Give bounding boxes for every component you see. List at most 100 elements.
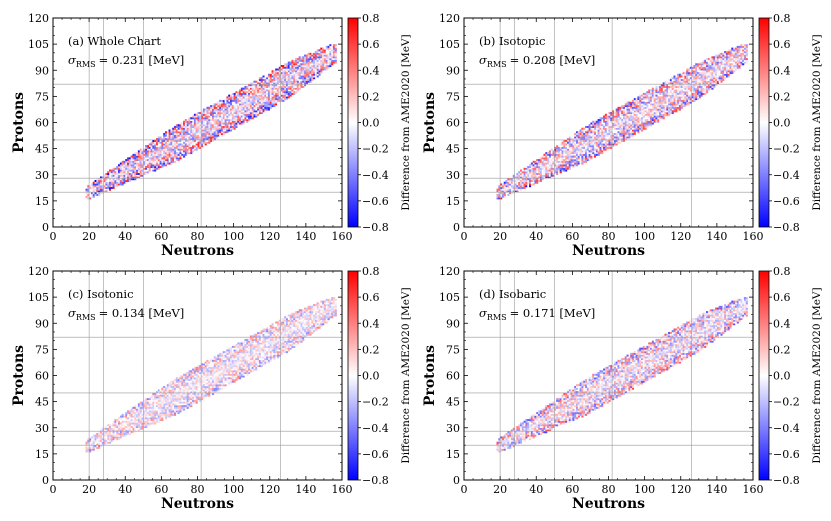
- data-cell: [583, 138, 586, 141]
- data-cell: [233, 117, 236, 120]
- data-cell: [554, 166, 557, 169]
- data-cell: [716, 78, 719, 81]
- data-cell: [235, 113, 238, 116]
- data-cell: [677, 98, 680, 101]
- data-cell: [251, 101, 254, 104]
- data-cell: [677, 101, 680, 104]
- data-cell: [548, 162, 551, 165]
- data-cell: [139, 159, 142, 162]
- data-cell: [305, 82, 308, 85]
- data-cell: [143, 173, 146, 175]
- data-cell: [642, 105, 645, 108]
- data-cell: [635, 120, 638, 123]
- data-cell: [246, 94, 249, 97]
- data-cell: [96, 183, 99, 186]
- data-cell: [291, 77, 294, 80]
- data-cell: [630, 129, 633, 132]
- x-tick-label: 60: [565, 230, 579, 243]
- data-cell: [193, 117, 196, 120]
- data-cell: [276, 68, 280, 71]
- data-cell: [631, 120, 635, 123]
- data-cell: [597, 134, 600, 137]
- data-cell: [287, 70, 290, 73]
- data-cell: [565, 164, 568, 167]
- data-cell: [195, 129, 198, 132]
- data-cell: [682, 84, 685, 87]
- data-cell: [510, 178, 514, 181]
- data-cell: [139, 152, 142, 155]
- data-cell: [128, 174, 131, 177]
- data-cell: [237, 115, 240, 118]
- data-cell: [116, 174, 119, 177]
- data-cell: [590, 132, 593, 135]
- data-cell: [693, 78, 696, 81]
- data-cell: [586, 132, 589, 135]
- data-cell: [635, 98, 638, 101]
- data-cell: [175, 157, 178, 160]
- data-cell: [193, 131, 196, 134]
- data-cell: [639, 105, 642, 108]
- data-cell: [597, 129, 600, 132]
- data-cell: [307, 63, 310, 66]
- data-cell: [313, 71, 316, 74]
- data-cell: [707, 71, 710, 74]
- data-cell: [566, 164, 570, 167]
- data-cell: [648, 117, 651, 120]
- y-tick-label: 105: [439, 38, 460, 51]
- data-cell: [154, 166, 157, 169]
- data-cell: [631, 110, 635, 113]
- data-cell: [556, 153, 559, 156]
- data-cell: [202, 120, 205, 123]
- data-cell: [695, 82, 698, 85]
- data-cell: [295, 77, 298, 80]
- data-cell: [689, 73, 692, 76]
- data-cell: [565, 169, 568, 172]
- data-cell: [660, 112, 663, 115]
- data-cell: [201, 112, 204, 115]
- data-cell: [233, 127, 236, 130]
- data-cell: [103, 179, 106, 182]
- data-cell: [136, 164, 139, 167]
- data-cell: [619, 117, 622, 120]
- data-cell: [626, 125, 629, 128]
- data-cell: [197, 134, 200, 137]
- data-cell: [554, 157, 557, 160]
- data-cell: [697, 63, 700, 66]
- data-cell: [284, 92, 287, 95]
- data-cell: [305, 58, 308, 61]
- data-cell: [689, 89, 692, 92]
- data-cell: [143, 171, 146, 174]
- data-cell: [498, 190, 501, 193]
- data-cell: [715, 84, 718, 87]
- data-cell: [675, 80, 678, 83]
- data-cell: [641, 117, 644, 120]
- data-cell: [314, 59, 317, 62]
- data-cell: [314, 54, 317, 57]
- data-cell: [655, 115, 658, 118]
- data-cell: [175, 148, 178, 151]
- data-cell: [606, 134, 609, 137]
- data-cell: [709, 59, 712, 62]
- data-cell: [286, 89, 289, 92]
- data-cell: [108, 183, 112, 186]
- data-cell: [655, 110, 658, 113]
- data-cell: [633, 129, 636, 132]
- data-cell: [586, 159, 589, 162]
- data-cell: [103, 431, 106, 434]
- data-cell: [718, 75, 721, 78]
- data-cell: [697, 87, 700, 90]
- data-cell: [318, 65, 321, 68]
- data-cell: [570, 155, 573, 158]
- data-cell: [132, 174, 135, 177]
- data-cell: [677, 99, 680, 102]
- data-cell: [521, 178, 524, 181]
- data-cell: [175, 138, 178, 141]
- data-cell: [134, 169, 137, 172]
- data-cell: [671, 77, 674, 80]
- data-cell: [539, 179, 542, 182]
- data-cell: [700, 91, 703, 94]
- data-cell: [296, 59, 299, 62]
- data-cell: [188, 134, 191, 137]
- data-cell: [175, 132, 178, 135]
